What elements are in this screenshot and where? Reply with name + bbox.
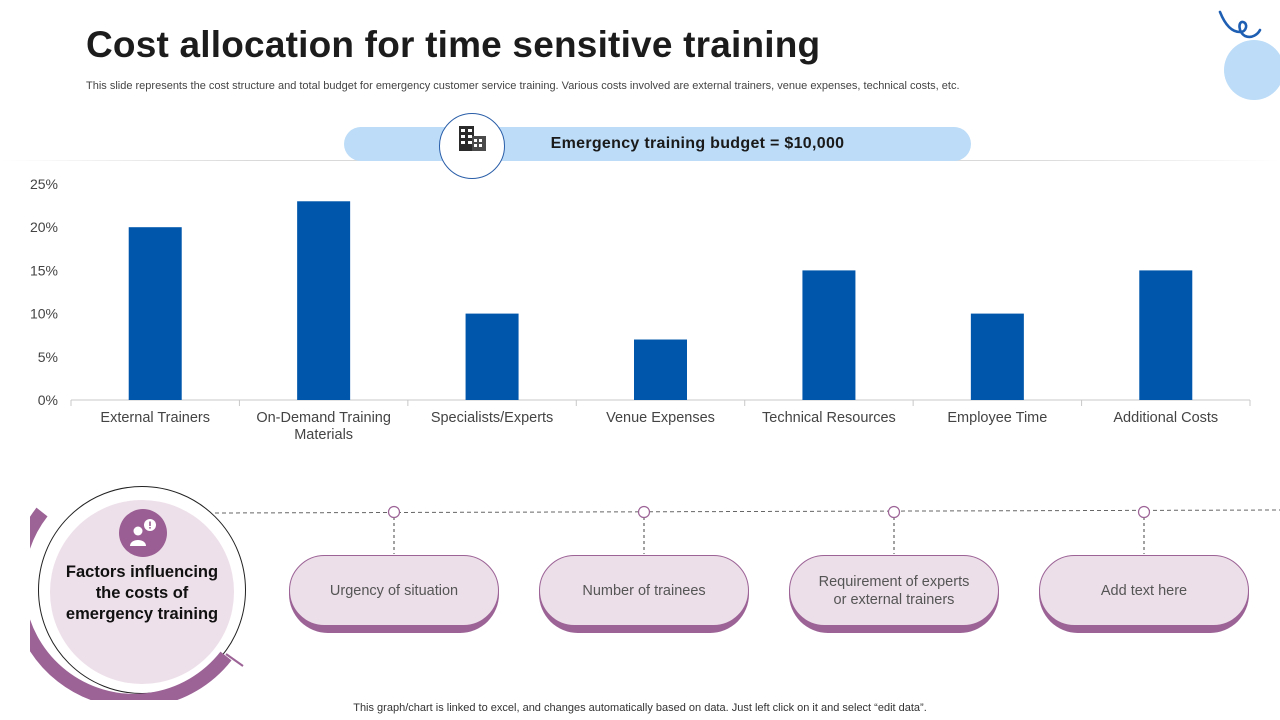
- cost-bar-chart: 0% 5% 10% 15% 20% 25% External Trainers On-Dema…: [30, 176, 1251, 443]
- page-title: Cost allocation for time sensitive train…: [86, 24, 821, 65]
- y-tick-label: 0%: [38, 392, 58, 408]
- factor-pill-face: Add text here: [1039, 555, 1249, 626]
- connector-node: [387, 505, 401, 519]
- bar: [1139, 270, 1193, 400]
- bar: [297, 201, 351, 400]
- factor-pill-face: Urgency of situation: [289, 555, 499, 626]
- factor-hub-arc: [30, 507, 244, 700]
- office-building-icon: [459, 126, 486, 151]
- factor-pill-trainees: Number of trainees: [539, 555, 749, 633]
- bar: [634, 339, 687, 400]
- factor-pill-label: Number of trainees: [582, 582, 706, 599]
- factor-pill-urgency: Urgency of situation: [289, 555, 499, 633]
- factor-hub-title-line: emergency training: [65, 605, 219, 623]
- y-tick-label: 15%: [30, 262, 58, 278]
- y-tick-label: 10%: [30, 306, 58, 322]
- factor-pill-face: Number of trainees: [539, 555, 749, 626]
- budget-label: Emergency training budget = $10,000: [550, 135, 845, 152]
- page-subtitle: This slide represents the cost structure…: [86, 80, 960, 92]
- x-category-label: Specialists/Experts: [431, 410, 554, 426]
- factor-pill-label: Urgency of situation: [329, 582, 459, 599]
- factor-hub-title-line: the costs of: [95, 584, 189, 602]
- factor-pill-experts: Requirement of experts or external train…: [789, 555, 999, 633]
- connector-node: [1137, 505, 1151, 519]
- y-tick-label: 20%: [30, 219, 58, 235]
- factor-hub-title: Factors influencing the costs of emergen…: [52, 562, 232, 625]
- connector-node: [637, 505, 651, 519]
- factor-pill-label: Requirement of experts: [818, 573, 970, 590]
- footer-note: This graph/chart is linked to excel, and…: [353, 702, 927, 714]
- x-category-label: Employee Time: [947, 410, 1047, 426]
- connector-node: [887, 505, 901, 519]
- factor-pill-placeholder: Add text here: [1039, 555, 1249, 633]
- brand-squiggle-icon: [1218, 10, 1262, 39]
- y-tick-label: 25%: [30, 176, 58, 192]
- factor-pill-label: Add text here: [1100, 582, 1188, 599]
- budget-icon-badge: [439, 113, 505, 179]
- x-category-label: Venue Expenses: [606, 410, 715, 426]
- person-alert-icon: [119, 509, 167, 557]
- bar: [128, 227, 182, 400]
- bar: [970, 313, 1024, 400]
- bar: [465, 313, 519, 400]
- y-tick-label: 5%: [38, 349, 58, 365]
- factor-pill-label: or external trainers: [833, 591, 955, 608]
- decorative-circle: [1224, 40, 1280, 100]
- x-category-label: External Trainers: [100, 410, 210, 426]
- factor-pill-face: Requirement of experts or external train…: [789, 555, 999, 626]
- factor-connector-line: [214, 505, 1280, 554]
- factor-hub-title-line: Factors influencing: [65, 563, 219, 581]
- x-category-label: On-Demand Training Materials: [256, 410, 391, 443]
- x-category-label: Additional Costs: [1113, 410, 1218, 426]
- bar: [802, 270, 856, 400]
- x-category-label: Technical Resources: [762, 410, 896, 426]
